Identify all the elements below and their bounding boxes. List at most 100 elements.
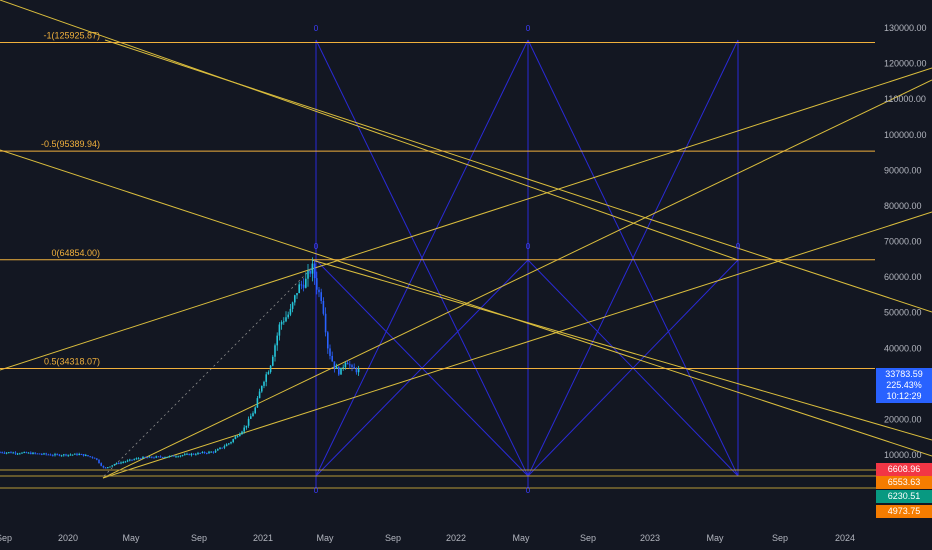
time-tick-label: Sep (580, 533, 596, 543)
candle-body (23, 452, 25, 454)
candle-body (111, 465, 113, 467)
candle-body (256, 398, 259, 408)
candle-body (45, 453, 47, 455)
candle-body (21, 452, 23, 454)
time-tick-label: 2020 (58, 533, 78, 543)
candle-body (192, 453, 195, 455)
candle-body (250, 416, 252, 419)
candle-body (329, 348, 331, 356)
candle-body (104, 467, 107, 469)
candle-body (283, 321, 285, 323)
candle-body (344, 362, 347, 368)
candle-body (269, 365, 272, 373)
candle-body (327, 332, 329, 349)
candle-body (228, 443, 230, 445)
candle-body (98, 459, 100, 464)
price-tick-label: 80000.00 (884, 201, 922, 211)
candle-body (232, 439, 234, 442)
candle-body (263, 381, 265, 386)
candle-body (157, 456, 160, 458)
candle-body (234, 436, 237, 440)
candle-body (80, 454, 83, 456)
price-badge-text: 6553.63 (888, 477, 921, 487)
candle-body (201, 452, 204, 454)
candle-body (0, 452, 1, 454)
price-tick-label: 50000.00 (884, 308, 922, 318)
candle-body (223, 446, 226, 448)
gann-box (315, 39, 739, 488)
candle-body (126, 460, 129, 462)
candle-body (120, 462, 122, 464)
candle-body (87, 455, 89, 457)
gann-zero-marker: 0 (526, 486, 531, 495)
candle-body (351, 365, 353, 367)
gann-zero-marker: 0 (314, 24, 319, 33)
candle-body (212, 451, 215, 453)
candle-body (254, 407, 256, 414)
time-tick-label: 2021 (253, 533, 273, 543)
price-tick-label: 100000.00 (884, 130, 927, 140)
price-badge-bg (876, 505, 932, 518)
gann-zero-marker: 0 (526, 242, 531, 251)
candle-body (14, 452, 17, 454)
time-tick-label: 2023 (640, 533, 660, 543)
candle-body (162, 457, 164, 459)
price-badge: 6553.63 (876, 476, 932, 489)
candle-body (316, 278, 318, 290)
candle-body (294, 295, 296, 303)
candle-body (146, 457, 149, 459)
candle-body (322, 300, 325, 314)
candle-body (148, 456, 151, 458)
candle-body (184, 454, 186, 456)
price-tick-label: 20000.00 (884, 414, 922, 424)
price-axis[interactable]: 10000.0020000.0030000.0040000.0050000.00… (884, 23, 927, 460)
candle-body (69, 454, 72, 456)
candle-body (230, 441, 232, 444)
candle-body (252, 413, 254, 417)
price-badge: 6230.51 (876, 490, 932, 503)
candle-body (285, 317, 287, 322)
candle-body (16, 453, 19, 455)
fan-line (0, 0, 739, 261)
candle-body (296, 293, 298, 296)
candle-body (153, 457, 155, 459)
candle-body (133, 459, 135, 461)
candle-body (137, 458, 140, 460)
candle-body (318, 289, 320, 293)
candle-body (349, 364, 351, 366)
candle-body (89, 456, 91, 458)
candle-body (307, 270, 309, 279)
candle-body (320, 292, 322, 301)
fan-line (311, 259, 932, 441)
candle-body (56, 454, 58, 456)
price-badge: 4973.75 (876, 505, 932, 518)
candle-body (258, 391, 261, 399)
price-tick-label: 90000.00 (884, 165, 922, 175)
candle-body (313, 263, 316, 279)
candle-body (8, 452, 10, 454)
candle-body (311, 263, 314, 274)
candle-body (140, 458, 142, 460)
candle-body (225, 444, 228, 447)
price-badge-bg (876, 490, 932, 503)
time-axis[interactable]: Sep 2020 May Sep 2021 May Sep 2022 May Sep 2023 May… (0, 533, 855, 543)
candle-body (166, 456, 168, 458)
price-badge-bg (876, 368, 932, 403)
candle-body (159, 456, 162, 458)
time-tick-label: 2022 (446, 533, 466, 543)
price-badge: 6608.96 (876, 463, 932, 476)
candle-body (19, 453, 21, 455)
candle-body (173, 455, 175, 457)
candle-body (34, 452, 36, 454)
candle-body (309, 270, 311, 274)
candle-body (49, 454, 52, 456)
candle-body (93, 457, 96, 459)
candle-body (221, 447, 223, 449)
price-badge-bg (876, 476, 932, 489)
time-tick-label: May (122, 533, 140, 543)
time-tick-label: May (512, 533, 530, 543)
candle-body (346, 362, 349, 365)
price-badge-text: 225.43% (886, 380, 922, 390)
